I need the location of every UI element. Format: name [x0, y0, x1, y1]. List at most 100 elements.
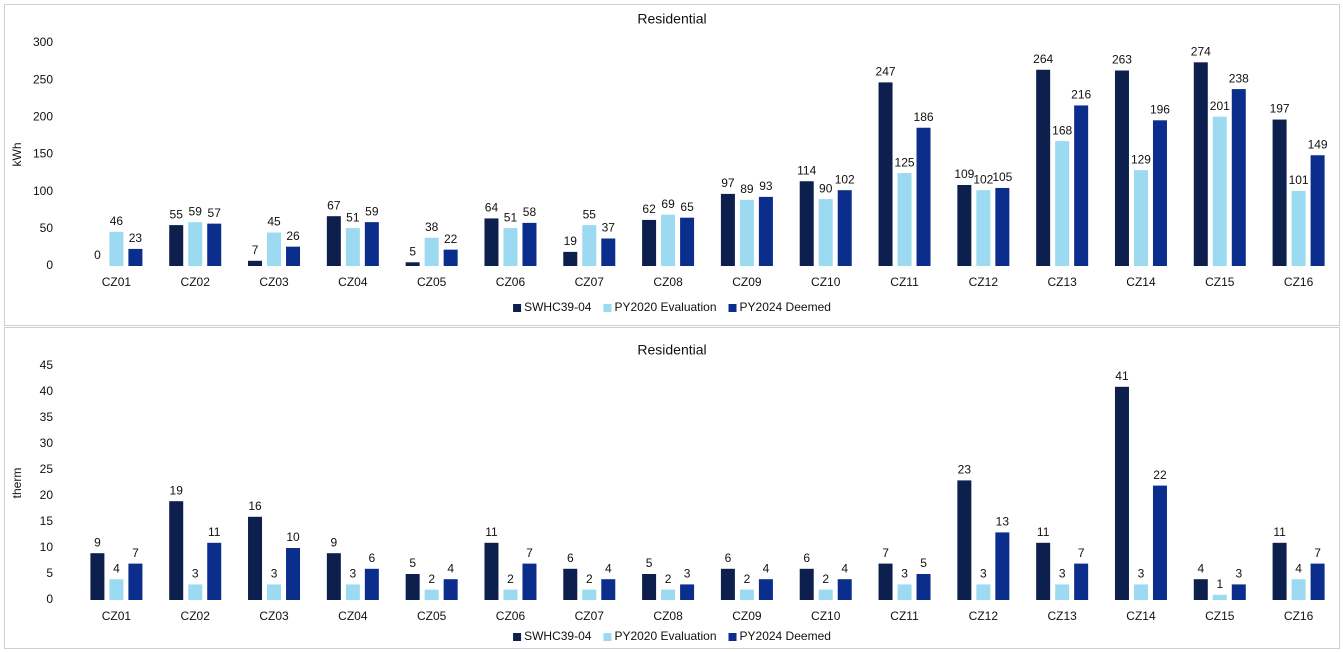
bar	[267, 232, 282, 266]
y-tick-label: 5	[46, 566, 53, 580]
bar	[1291, 190, 1306, 266]
bar	[188, 584, 203, 600]
y-tick-label: 200	[33, 110, 53, 124]
y-tick-label: 10	[40, 540, 54, 554]
bar	[995, 532, 1010, 600]
legend-label: PY2024 Deemed	[740, 629, 831, 643]
bar	[818, 199, 833, 266]
data-label: 9	[94, 535, 101, 549]
data-label: 7	[1078, 546, 1085, 560]
data-label: 114	[797, 163, 816, 177]
data-label: 109	[954, 167, 974, 181]
legend-swatch	[513, 633, 522, 641]
data-label: 5	[646, 556, 653, 570]
data-label: 3	[1235, 567, 1242, 581]
data-label: 7	[882, 546, 889, 560]
bar	[1193, 579, 1208, 600]
bar	[1055, 584, 1070, 600]
bar	[563, 251, 578, 266]
data-label: 38	[425, 220, 439, 234]
bar	[582, 589, 597, 600]
bar	[1152, 485, 1167, 600]
legend-label: SWHC39-04	[524, 629, 592, 643]
data-label: 6	[803, 551, 810, 565]
x-tick-label: CZ03	[259, 609, 289, 623]
y-axis-label: therm	[10, 468, 24, 499]
bar	[799, 181, 814, 266]
x-tick-label: CZ07	[575, 275, 605, 289]
data-label: 7	[1314, 546, 1321, 560]
data-label: 238	[1229, 71, 1249, 85]
data-label: 9	[331, 535, 338, 549]
x-tick-label: CZ08	[653, 275, 683, 289]
data-label: 247	[876, 65, 896, 79]
y-tick-label: 0	[46, 592, 53, 606]
data-label: 3	[1059, 567, 1066, 581]
x-tick-label: CZ15	[1205, 609, 1235, 623]
data-label: 55	[583, 207, 597, 221]
data-label: 102	[973, 172, 993, 186]
bar	[563, 568, 578, 600]
y-tick-label: 20	[40, 488, 54, 502]
data-label: 4	[841, 561, 848, 575]
bar	[1036, 69, 1051, 266]
bar	[957, 184, 972, 266]
data-label: 93	[759, 179, 773, 193]
x-tick-label: CZ12	[969, 275, 999, 289]
bar	[207, 223, 222, 266]
bar	[1114, 70, 1129, 267]
bar	[522, 222, 537, 266]
x-tick-label: CZ04	[338, 275, 368, 289]
bar	[818, 589, 833, 600]
x-tick-label: CZ02	[181, 609, 211, 623]
bar	[169, 225, 184, 266]
data-label: 89	[740, 182, 754, 196]
data-label: 2	[744, 572, 751, 586]
x-tick-label: CZ08	[653, 609, 683, 623]
data-label: 7	[252, 243, 259, 257]
bar	[326, 553, 341, 600]
data-label: 3	[684, 567, 691, 581]
bar	[1231, 89, 1246, 266]
legend-label: SWHC39-04	[524, 300, 592, 314]
bar	[758, 196, 773, 266]
y-tick-label: 300	[33, 35, 53, 49]
data-label: 3	[192, 567, 199, 581]
bar	[1074, 105, 1089, 266]
y-tick-label: 0	[46, 258, 53, 272]
data-label: 90	[819, 181, 833, 195]
bar	[1133, 170, 1148, 266]
x-tick-label: CZ09	[732, 275, 762, 289]
data-label: 5	[920, 556, 927, 570]
bar	[680, 217, 695, 266]
data-label: 65	[680, 200, 694, 214]
bar	[90, 553, 105, 600]
data-label: 11	[485, 525, 498, 539]
bar	[522, 563, 537, 600]
bar	[128, 563, 143, 600]
data-label: 3	[980, 567, 987, 581]
data-label: 3	[901, 567, 908, 581]
y-tick-label: 30	[40, 436, 54, 450]
data-label: 216	[1071, 88, 1091, 102]
data-label: 11	[1037, 525, 1050, 539]
y-tick-label: 35	[40, 410, 54, 424]
data-label: 45	[267, 215, 281, 229]
x-tick-label: CZ11	[890, 275, 919, 289]
data-label: 37	[602, 221, 616, 235]
bar	[424, 237, 439, 266]
bar	[1133, 584, 1148, 600]
legend-swatch	[603, 304, 612, 312]
bar	[248, 516, 263, 600]
x-tick-label: CZ09	[732, 609, 762, 623]
bar	[364, 222, 379, 266]
bar	[169, 501, 184, 600]
bar	[1231, 584, 1246, 600]
data-label: 41	[1115, 369, 1129, 383]
bar	[661, 589, 676, 600]
data-label: 5	[409, 556, 416, 570]
data-label: 3	[350, 567, 357, 581]
bar	[267, 584, 282, 600]
x-tick-label: CZ16	[1284, 275, 1314, 289]
bar	[1212, 594, 1227, 600]
